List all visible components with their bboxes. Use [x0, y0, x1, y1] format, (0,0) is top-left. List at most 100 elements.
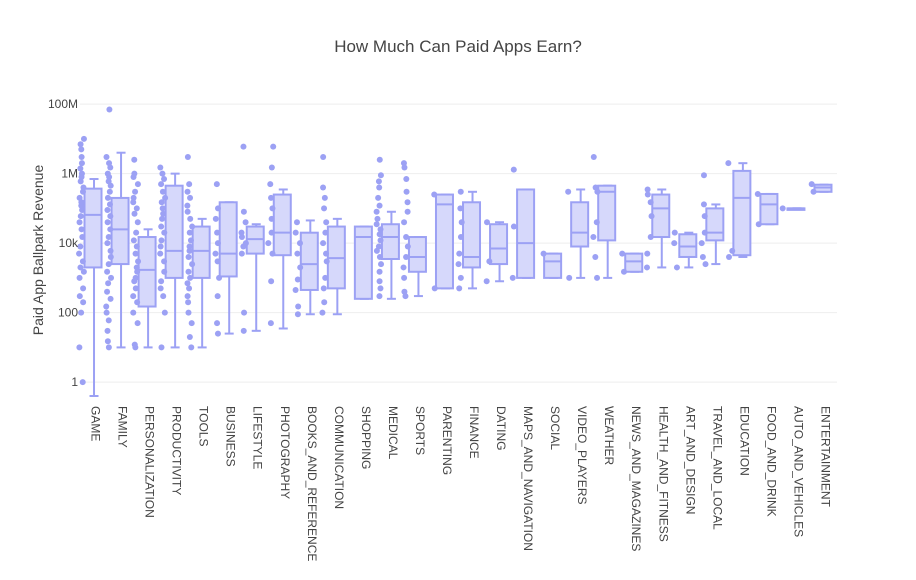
data-point — [78, 146, 85, 153]
data-point — [76, 344, 83, 351]
data-point — [103, 154, 110, 161]
data-point — [699, 253, 706, 260]
x-tick-label: LIFESTYLE — [251, 406, 265, 469]
data-point — [78, 154, 85, 161]
box-education — [725, 160, 752, 260]
box-iqr — [732, 169, 752, 257]
data-point — [700, 172, 707, 179]
data-point — [238, 229, 245, 236]
data-point — [594, 274, 601, 281]
data-point — [103, 309, 110, 316]
data-point — [323, 219, 330, 226]
data-point — [132, 285, 139, 292]
data-point — [104, 170, 111, 177]
data-point — [184, 293, 191, 300]
data-point — [104, 288, 111, 295]
data-point — [240, 327, 247, 334]
data-point — [268, 278, 275, 285]
box-iqr — [83, 187, 103, 269]
data-point — [130, 199, 137, 206]
box-personalization — [130, 156, 157, 351]
data-point — [130, 237, 137, 244]
data-point — [620, 268, 627, 275]
data-point — [486, 258, 493, 265]
data-point — [132, 274, 139, 281]
data-point — [184, 280, 191, 287]
data-point — [320, 184, 327, 191]
data-point — [510, 166, 517, 173]
data-point — [374, 215, 381, 222]
data-point — [242, 240, 249, 247]
data-point — [157, 285, 164, 292]
data-point — [77, 165, 84, 172]
data-point — [158, 181, 165, 188]
box-communication — [319, 154, 346, 316]
data-point — [105, 344, 112, 351]
data-point — [377, 237, 384, 244]
data-point — [729, 247, 736, 254]
data-point — [754, 190, 761, 197]
data-point — [269, 250, 276, 257]
data-point — [188, 344, 195, 351]
data-point — [159, 170, 166, 177]
box-sports — [400, 160, 427, 300]
box-health-and-fitness — [643, 186, 671, 271]
data-point — [104, 327, 111, 334]
data-point — [376, 268, 383, 275]
data-point — [80, 184, 87, 191]
data-point — [157, 243, 164, 250]
y-tick-label: 100M — [48, 97, 78, 111]
data-point — [296, 240, 303, 247]
data-point — [376, 293, 383, 300]
x-tick-label: PERSONALIZATION — [143, 406, 157, 518]
y-tick-label: 1M — [61, 167, 78, 181]
data-point — [78, 170, 85, 177]
box-family — [103, 106, 130, 351]
data-point — [134, 320, 141, 327]
data-point — [80, 285, 87, 292]
box-iqr — [191, 225, 211, 279]
data-point — [105, 178, 112, 185]
data-point — [319, 309, 326, 316]
data-point — [592, 253, 599, 260]
data-point — [648, 213, 655, 220]
data-point — [321, 299, 328, 306]
x-tick-label: FOOD_AND_DRINK — [764, 406, 778, 517]
data-point — [431, 191, 438, 198]
data-point — [106, 201, 113, 208]
data-point — [130, 194, 137, 201]
data-point — [295, 303, 302, 310]
data-point — [186, 247, 193, 254]
x-tick-label: MEDICAL — [386, 406, 400, 460]
data-point — [185, 309, 192, 316]
box-iqr — [272, 193, 292, 257]
x-tick-label: PARENTING — [440, 406, 454, 475]
data-point — [157, 250, 164, 257]
data-point — [77, 141, 84, 148]
data-point — [78, 309, 85, 316]
data-point — [431, 285, 438, 292]
data-point — [240, 208, 247, 215]
data-point — [320, 285, 327, 292]
data-point — [643, 264, 650, 271]
box-iqr — [137, 236, 157, 308]
data-point — [161, 176, 168, 183]
data-point — [189, 261, 196, 268]
x-tick-label: SHOPPING — [359, 406, 373, 469]
data-point — [644, 191, 651, 198]
data-point — [373, 208, 380, 215]
data-point — [265, 240, 272, 247]
data-point — [186, 181, 193, 188]
data-point — [376, 253, 383, 260]
x-tick-label: WEATHER — [602, 406, 616, 465]
box-iqr — [705, 207, 725, 242]
data-point — [134, 219, 141, 226]
data-point — [292, 286, 299, 293]
box-iqr — [353, 225, 373, 300]
box-books-and-reference — [292, 219, 319, 318]
data-point — [107, 247, 114, 254]
data-point — [323, 258, 330, 265]
box-weather — [590, 154, 617, 281]
data-point — [76, 194, 83, 201]
